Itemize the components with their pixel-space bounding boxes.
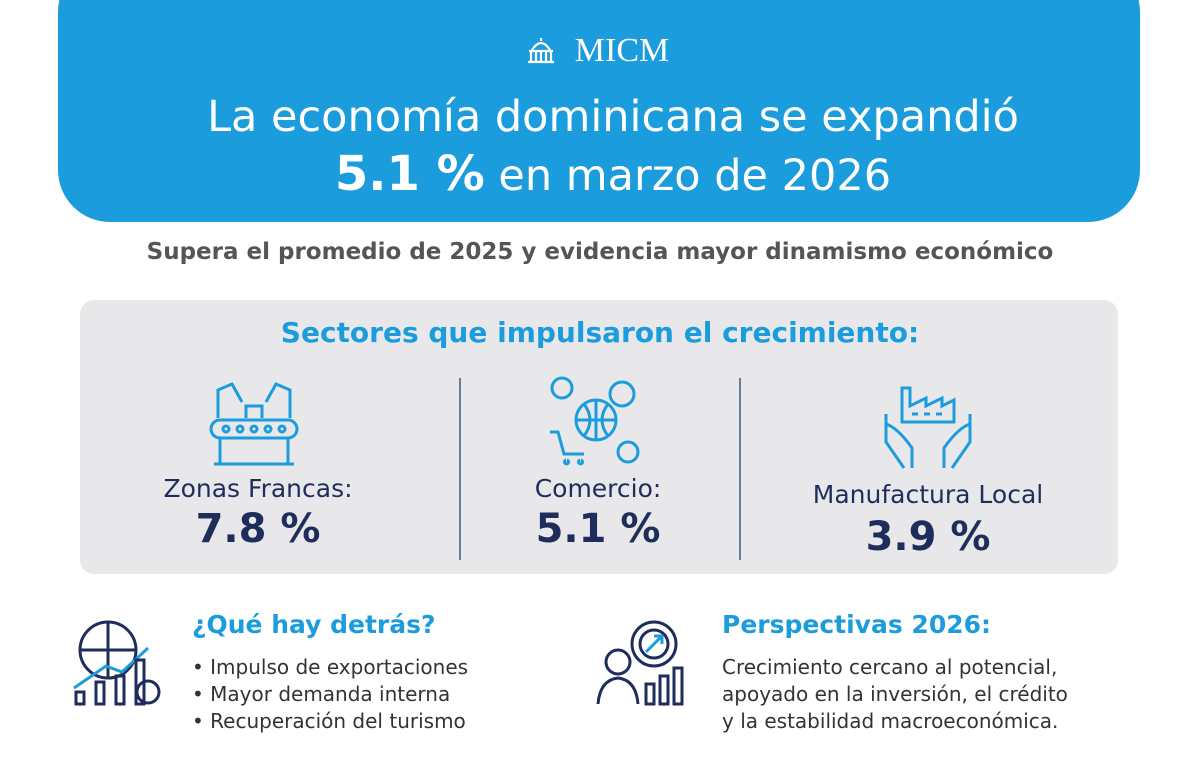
sector-label: Manufactura Local	[812, 480, 1044, 509]
commerce-icon	[550, 376, 640, 466]
outlook-line: y la estabilidad macroeconómica.	[722, 709, 1059, 733]
subtitle: Supera el promedio de 2025 y evidencia m…	[146, 239, 1054, 265]
drivers-title: ¿Qué hay detrás?	[192, 610, 436, 639]
driver-bullet: Mayor demanda interna	[192, 682, 450, 706]
divider	[739, 378, 741, 560]
headline-value: 5.1 %	[334, 146, 485, 202]
header-banner	[58, 0, 1140, 222]
headline-2: 5.1 % en marzo de 2026	[0, 146, 1200, 202]
outlook-line: Crecimiento cercano al potencial,	[722, 655, 1058, 679]
sector-label: Comercio:	[534, 474, 662, 503]
logo-text: MICM	[0, 32, 1200, 70]
logo-icon	[528, 38, 554, 64]
manufacture-icon	[884, 386, 972, 469]
sector-value: 3.9 %	[865, 514, 991, 560]
outlook-icon	[596, 620, 684, 706]
sectors-title: Sectores que impulsaron el crecimiento:	[280, 316, 920, 349]
growth-icon	[73, 620, 161, 706]
sector-label: Zonas Francas:	[163, 474, 353, 503]
sector-value: 7.8 %	[195, 506, 321, 552]
driver-bullet: Recuperación del turismo	[192, 709, 466, 733]
outlook-line: apoyado en la inversión, el crédito	[722, 682, 1068, 706]
driver-bullet: Impulso de exportaciones	[192, 655, 468, 679]
divider	[459, 378, 461, 560]
headline: La economía dominicana se expandió	[207, 92, 1019, 142]
outlook-title: Perspectivas 2026:	[722, 610, 992, 639]
headline-rest: en marzo de 2026	[498, 151, 892, 201]
sector-value: 5.1 %	[535, 506, 661, 552]
logo-label: MICM	[574, 32, 670, 69]
factory-icon	[209, 382, 299, 466]
